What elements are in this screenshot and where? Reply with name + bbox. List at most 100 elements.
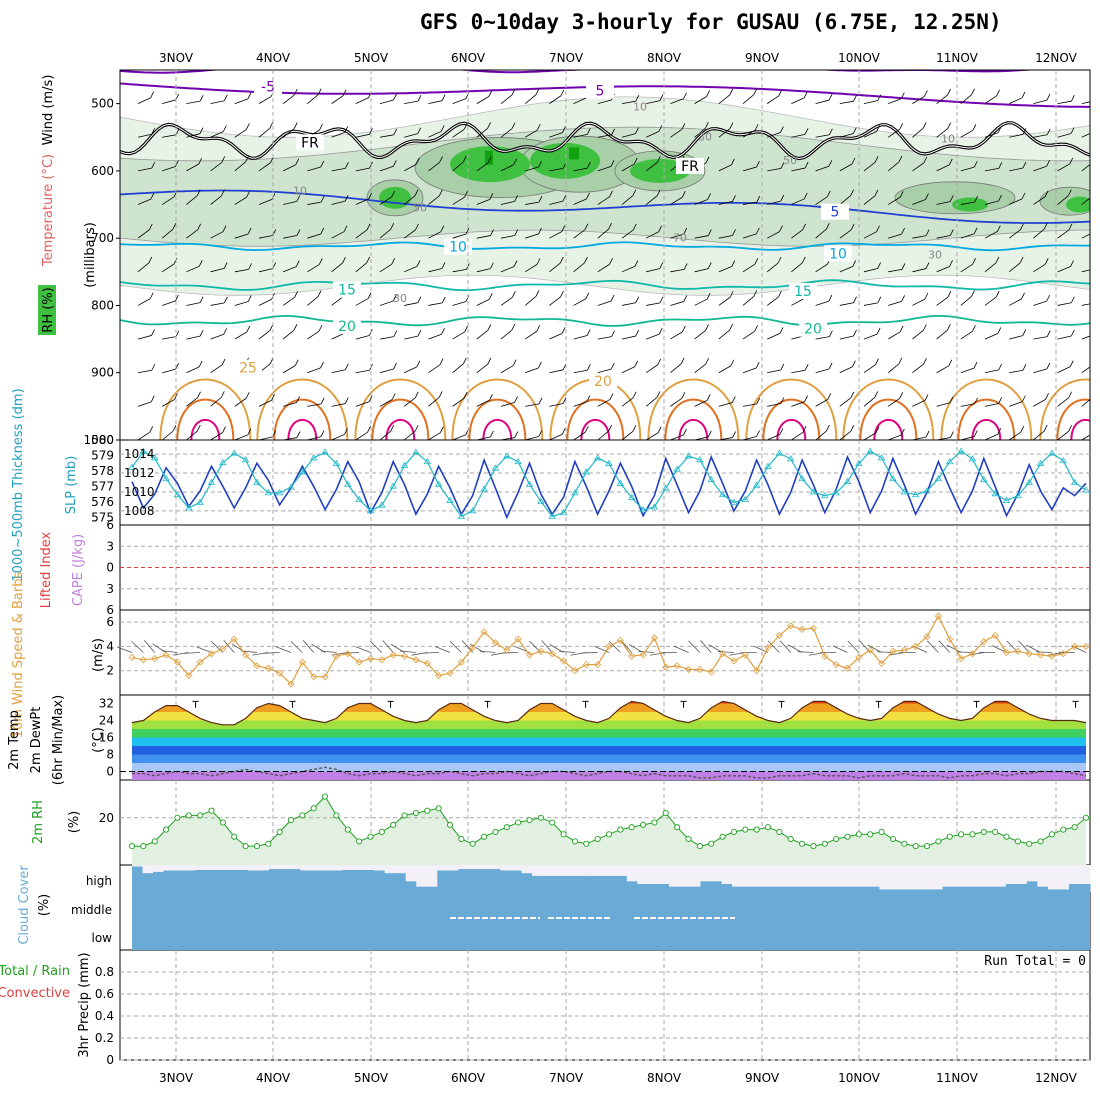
- wind-barb-flag: [223, 328, 228, 335]
- wind-barb: [815, 228, 827, 239]
- wind-barb: [1057, 133, 1072, 138]
- cloud-high-bar: [395, 873, 407, 892]
- wind-barb: [597, 228, 609, 239]
- wind-barb-flag: [609, 258, 613, 265]
- wind-barb-flag: [680, 357, 685, 364]
- cloud-high-bar: [995, 886, 1007, 892]
- wind-barb-flag: [729, 291, 734, 298]
- cloud-high-gap: [184, 865, 196, 871]
- wind10m-barb: [399, 650, 416, 653]
- precip-panel: Run Total = 0: [120, 954, 1090, 1061]
- wind-barb-flag: [462, 155, 467, 163]
- label-rh-units: (%): [67, 811, 82, 834]
- wind-barb-flag: [658, 125, 663, 132]
- wind-barb-flag: [1093, 391, 1096, 397]
- wind-barb: [258, 268, 273, 273]
- wind-barb: [355, 431, 368, 440]
- wind10m-barb: [382, 640, 394, 653]
- slp-point: [321, 448, 329, 455]
- cloud-high-gap: [521, 865, 533, 874]
- wind-barb: [549, 403, 564, 407]
- wind-barb-flag: [391, 393, 396, 400]
- wind-barb: [1033, 336, 1048, 340]
- wind-speed-point: [662, 663, 670, 671]
- wind-barb: [670, 397, 683, 407]
- rh2m-point: [696, 843, 703, 850]
- wind-barb-flag: [296, 195, 301, 202]
- wind-speed-point: [889, 647, 897, 655]
- temp-contour-25: [159, 378, 252, 440]
- wind-speed-point: [253, 662, 261, 670]
- wind-barb-flag: [1045, 393, 1049, 400]
- cloud-high-bar: [1079, 883, 1091, 892]
- wind-barb: [331, 95, 344, 104]
- temp-contour-30: [371, 398, 430, 440]
- cloud-high-bar: [258, 870, 270, 892]
- wind-barb-flag: [199, 127, 204, 134]
- cloud-high-gap: [405, 865, 417, 882]
- wind-barb-flag: [804, 395, 808, 402]
- wind10m-barb: [779, 640, 792, 653]
- cloud-high-bar: [574, 875, 586, 892]
- wind-speed-point: [968, 650, 976, 658]
- precip-ytick: 0: [106, 1053, 114, 1067]
- slp-point: [730, 498, 738, 505]
- wind-barb-flag: [731, 158, 735, 166]
- panel-labels: 5006007008009001000575576577578579580100…: [0, 75, 155, 1067]
- rh-label: 30: [698, 131, 712, 144]
- wind-barb-flag: [584, 223, 589, 230]
- wind-barb-flag: [1046, 362, 1051, 370]
- wind-barb: [839, 266, 853, 273]
- wind-barb: [960, 296, 972, 306]
- temp-contour-35: [580, 418, 611, 440]
- cloud-high-gap: [1016, 865, 1028, 884]
- rh2m-point: [185, 812, 192, 819]
- wind-barb: [646, 131, 660, 138]
- wind-barb-flag: [754, 258, 759, 265]
- wind-barb: [1081, 197, 1090, 205]
- wind-barb-flag: [489, 193, 494, 200]
- slp-point: [298, 468, 307, 475]
- cloud-high-gap: [953, 865, 965, 887]
- wind-barb: [742, 330, 755, 340]
- cloud-high-gap: [268, 865, 280, 870]
- cloud-high-bar: [310, 870, 322, 892]
- wind-ytick: 2: [106, 664, 114, 678]
- cloud-high-bar: [437, 870, 449, 892]
- wind-barb-flag: [488, 293, 493, 300]
- wind-barb-flag: [1070, 260, 1074, 267]
- cloud-high-gap: [858, 865, 870, 887]
- wind-barb-flag: [320, 195, 325, 203]
- slp-point: [253, 478, 261, 485]
- wind-barb-flag: [804, 161, 809, 169]
- wind-barb: [718, 164, 732, 172]
- date-label-top: 4NOV: [256, 51, 291, 65]
- temp-contour-35: [482, 418, 513, 440]
- wind-barb-flag: [538, 160, 543, 168]
- wind-barb-flag: [874, 189, 879, 196]
- slp-point: [571, 489, 579, 496]
- wind-barb-flag: [853, 296, 857, 303]
- wind-barb: [307, 166, 321, 172]
- cloud-high-gap: [384, 865, 396, 874]
- wind-speed-point: [151, 655, 159, 663]
- wind-barb-flag: [609, 190, 613, 198]
- wind-speed-point: [650, 634, 658, 642]
- wind-barb-flag: [803, 192, 808, 200]
- wind-barb-flag: [1095, 95, 1098, 101]
- wind-barb-flag: [296, 229, 301, 236]
- date-label-top: 7NOV: [549, 51, 584, 65]
- wind-barb-flag: [899, 325, 904, 333]
- cloud-high-gap: [321, 865, 333, 871]
- cloud-high-gap: [437, 865, 449, 871]
- wind-barb: [137, 401, 152, 407]
- cloud-high-gap: [205, 865, 217, 870]
- cloud-high-bar: [184, 870, 196, 892]
- slp-point: [457, 512, 466, 519]
- cloud-high-bar: [289, 869, 301, 892]
- wind-speed-point: [287, 680, 295, 688]
- wind-barb-flag: [732, 195, 736, 202]
- rh2m-point: [469, 840, 476, 847]
- cloud-high-gap: [1047, 865, 1059, 890]
- wind-barb: [210, 397, 222, 407]
